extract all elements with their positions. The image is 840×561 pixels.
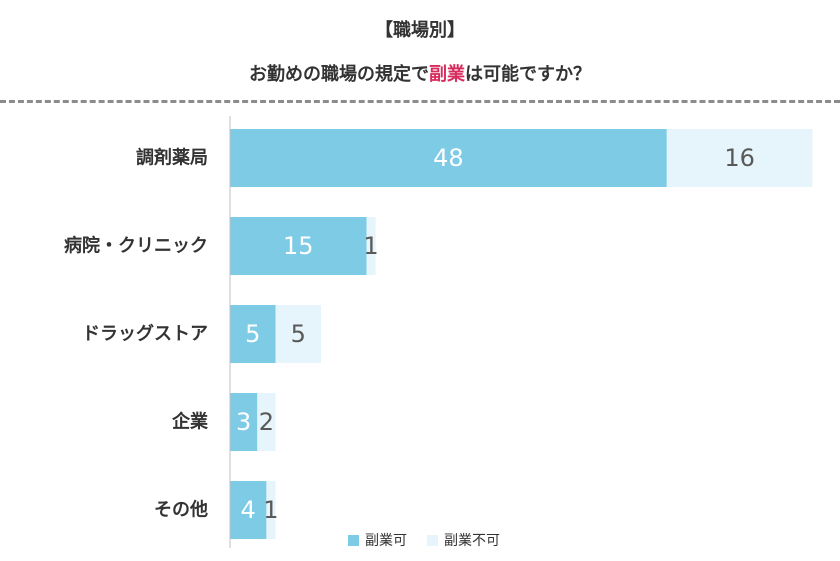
data-label-allowed: 4: [241, 496, 256, 524]
bar-allowed: [230, 305, 276, 363]
subtitle-before: お勤めの職場の規定で: [249, 64, 429, 85]
legend-label-allowed: 副業可: [365, 533, 407, 549]
bar-allowed: [230, 217, 367, 275]
legend-item-not-allowed: 副業不可: [427, 530, 500, 550]
legend-swatch-allowed: [348, 534, 359, 546]
legend-item-allowed: 副業可: [348, 530, 407, 550]
data-label-allowed: 5: [245, 320, 260, 348]
subtitle-after: は可能ですか？: [465, 64, 591, 85]
bar-not-allowed: [366, 217, 376, 275]
data-label-allowed: 15: [283, 232, 314, 260]
category-label: その他: [154, 499, 208, 521]
bar-allowed: [230, 129, 667, 187]
category-label: 企業: [171, 411, 209, 433]
category-label: 病院・クリニック: [64, 235, 208, 257]
legend-swatch-not-allowed: [427, 534, 438, 546]
chart-subtitle: お勤めの職場の規定で副業は可能ですか？: [0, 60, 840, 86]
data-label-not-allowed: 1: [263, 496, 278, 524]
data-label-not-allowed: 16: [724, 144, 755, 172]
data-label-allowed: 3: [236, 408, 251, 436]
bar-not-allowed: [266, 481, 276, 539]
chart-title: 【職場別】: [375, 20, 465, 41]
data-label-not-allowed: 2: [259, 408, 274, 436]
data-label-not-allowed: 5: [291, 320, 306, 348]
legend-label-not-allowed: 副業不可: [444, 533, 500, 549]
bar-allowed: [230, 393, 258, 451]
category-label: 調剤薬局: [136, 147, 208, 169]
title-divider: [0, 100, 840, 103]
bar-not-allowed: [257, 393, 276, 451]
bar-not-allowed: [275, 305, 321, 363]
legend: 副業可 副業不可: [348, 530, 520, 550]
data-label-not-allowed: 1: [363, 232, 378, 260]
category-label: ドラッグストア: [82, 323, 208, 345]
bar-allowed: [230, 481, 267, 539]
subtitle-accent: 副業: [429, 64, 465, 85]
bar-not-allowed: [666, 129, 813, 187]
data-label-allowed: 48: [433, 144, 464, 172]
